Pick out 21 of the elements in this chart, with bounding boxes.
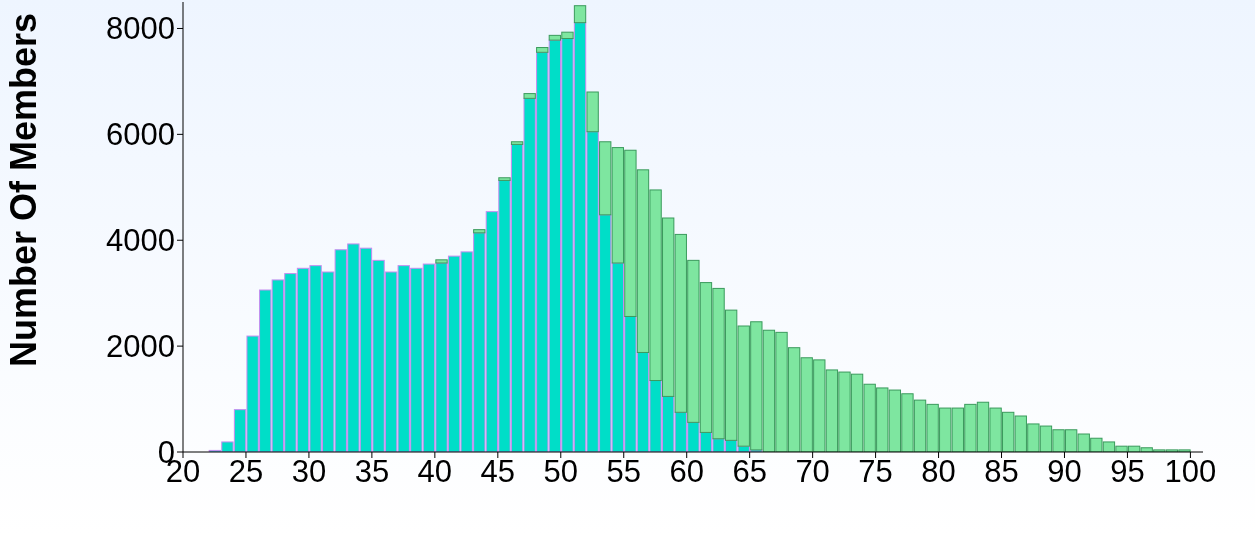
x-tick-label: 85 bbox=[984, 454, 1019, 490]
x-tick-label: 55 bbox=[606, 454, 641, 490]
y-axis-title: Number Of Members bbox=[2, 12, 44, 367]
x-tick-label: 75 bbox=[858, 454, 893, 490]
y-tick-label: 2000 bbox=[106, 329, 175, 365]
x-tick-label: 60 bbox=[669, 454, 704, 490]
x-tick-label: 40 bbox=[417, 454, 453, 490]
x-tick-label: 35 bbox=[354, 454, 390, 490]
x-tick-label: 45 bbox=[480, 454, 516, 490]
x-tick-label: 30 bbox=[291, 454, 327, 490]
x-tick-label: 100 bbox=[1164, 454, 1217, 490]
x-tick-label: 70 bbox=[795, 454, 830, 490]
y-tick-label: 4000 bbox=[106, 223, 175, 259]
y-tick-label: 8000 bbox=[106, 11, 175, 47]
x-tick-label: 95 bbox=[1110, 454, 1145, 490]
x-tick-label: 50 bbox=[543, 454, 579, 490]
x-tick-label: 80 bbox=[921, 454, 956, 490]
x-tick-label: 65 bbox=[732, 454, 767, 490]
x-tick-label: 90 bbox=[1047, 454, 1082, 490]
x-tick-label: 25 bbox=[228, 454, 264, 490]
y-tick-label: 6000 bbox=[106, 117, 175, 153]
